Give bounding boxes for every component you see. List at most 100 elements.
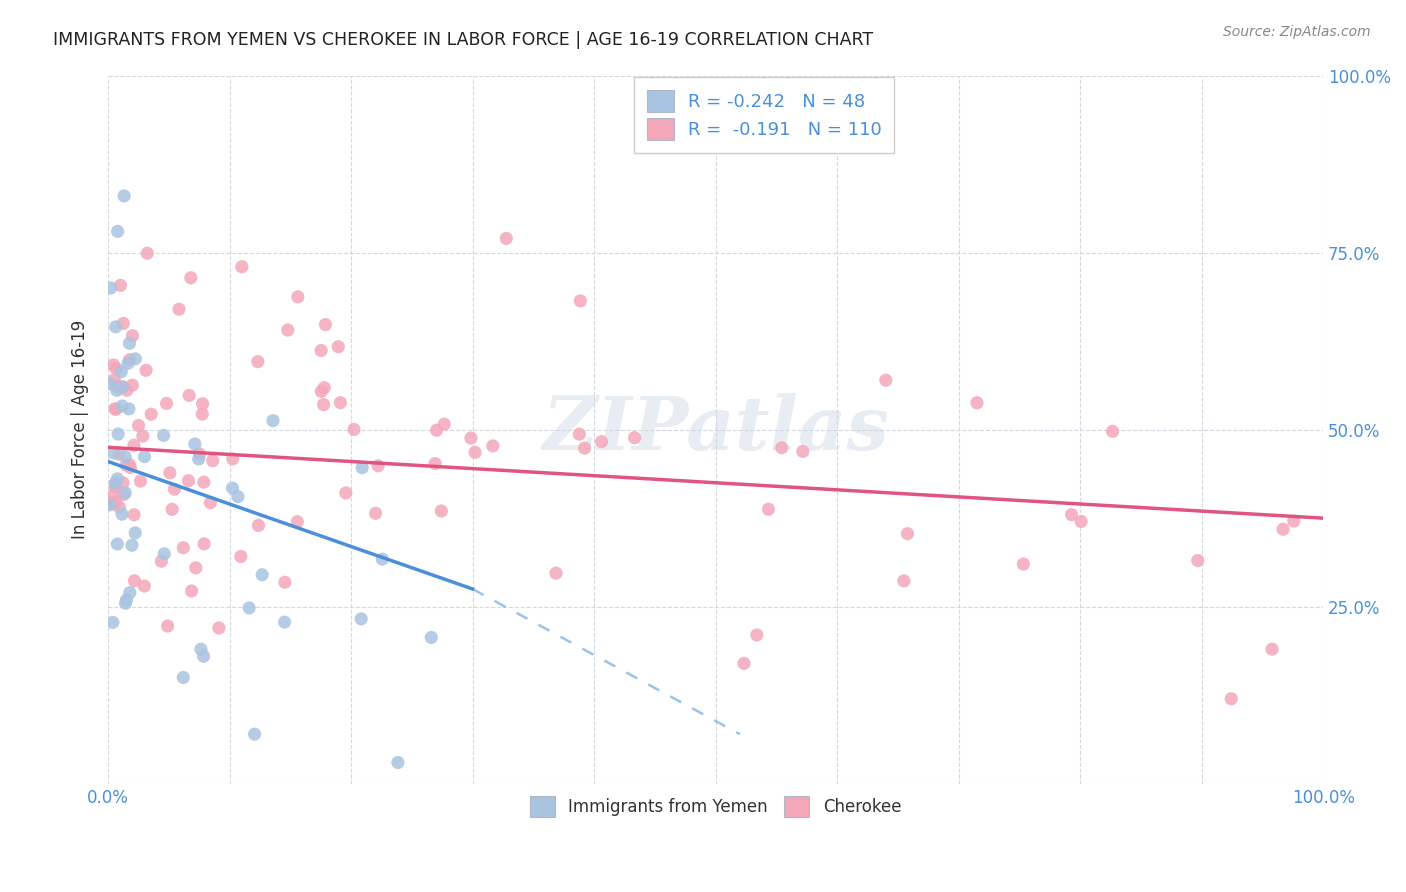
Point (155, 396, 177, 410)
Point (121, 538, 143, 552)
Point (105, 384, 128, 398)
Point (193, 537, 215, 551)
Point (104, 319, 127, 334)
Point (114, 450, 136, 464)
Point (193, 649, 215, 664)
Point (231, 260, 253, 274)
Point (1220, 691, 1243, 706)
Point (114, 485, 136, 500)
Point (129, 474, 152, 488)
Point (1187, 553, 1209, 567)
Legend: Immigrants from Yemen, Cherokee: Immigrants from Yemen, Cherokee (522, 788, 910, 825)
Point (200, 496, 222, 510)
Point (464, 445, 486, 459)
Point (107, 224, 129, 238)
Point (124, 351, 146, 366)
Point (1012, 557, 1035, 571)
Point (128, 418, 150, 433)
Point (568, 427, 591, 442)
Point (132, 429, 155, 443)
Point (114, 596, 136, 610)
Point (312, 398, 335, 412)
Point (172, 671, 194, 685)
Point (1272, 522, 1295, 536)
Point (104, 401, 127, 416)
Point (544, 566, 567, 581)
Point (191, 407, 214, 421)
Point (733, 657, 755, 671)
Y-axis label: In Labor Force | Age 16-19: In Labor Force | Age 16-19 (72, 320, 89, 540)
Point (208, 621, 231, 635)
Point (1101, 425, 1123, 439)
Point (111, 380, 134, 394)
Point (285, 515, 308, 529)
Point (112, 487, 135, 501)
Point (287, 290, 309, 304)
Text: Source: ZipAtlas.com: Source: ZipAtlas.com (1223, 25, 1371, 39)
Point (875, 373, 897, 387)
Point (460, 431, 482, 445)
Point (277, 323, 299, 337)
Point (135, 363, 157, 377)
Point (229, 549, 252, 564)
Point (328, 340, 350, 354)
Point (243, 727, 266, 741)
Point (966, 396, 988, 410)
Point (156, 619, 179, 633)
Point (177, 474, 200, 488)
Point (1070, 515, 1092, 529)
Point (314, 318, 336, 332)
Point (187, 452, 209, 467)
Point (117, 356, 139, 370)
Point (108, 500, 131, 515)
Point (98, 498, 121, 512)
Point (222, 452, 245, 467)
Point (110, 381, 132, 395)
Point (115, 384, 138, 398)
Point (141, 407, 163, 421)
Point (273, 615, 295, 629)
Point (115, 458, 138, 472)
Point (118, 352, 141, 367)
Point (246, 354, 269, 368)
Point (343, 422, 366, 436)
Point (98, 376, 121, 391)
Point (112, 317, 135, 331)
Point (120, 460, 142, 475)
Point (335, 486, 357, 500)
Point (107, 472, 129, 486)
Point (311, 384, 333, 399)
Point (371, 552, 394, 566)
Point (495, 231, 517, 245)
Point (134, 579, 156, 593)
Point (122, 438, 145, 452)
Point (124, 574, 146, 588)
Point (184, 437, 207, 451)
Point (100, 281, 122, 295)
Point (122, 508, 145, 522)
Point (121, 378, 143, 392)
Point (172, 541, 194, 555)
Point (112, 189, 135, 203)
Text: ZIPatlas: ZIPatlas (543, 393, 889, 466)
Point (152, 428, 174, 442)
Point (118, 336, 141, 351)
Point (188, 447, 211, 461)
Point (201, 454, 224, 468)
Point (159, 466, 181, 480)
Point (364, 506, 387, 520)
Point (329, 395, 352, 409)
Point (314, 381, 336, 395)
Point (163, 482, 186, 496)
Point (574, 441, 596, 455)
Point (184, 561, 207, 575)
Point (420, 631, 443, 645)
Point (350, 612, 373, 626)
Point (430, 504, 453, 518)
Point (1060, 508, 1083, 522)
Point (121, 328, 143, 343)
Point (105, 379, 128, 393)
Point (104, 475, 127, 490)
Point (103, 358, 125, 372)
Point (101, 496, 124, 510)
